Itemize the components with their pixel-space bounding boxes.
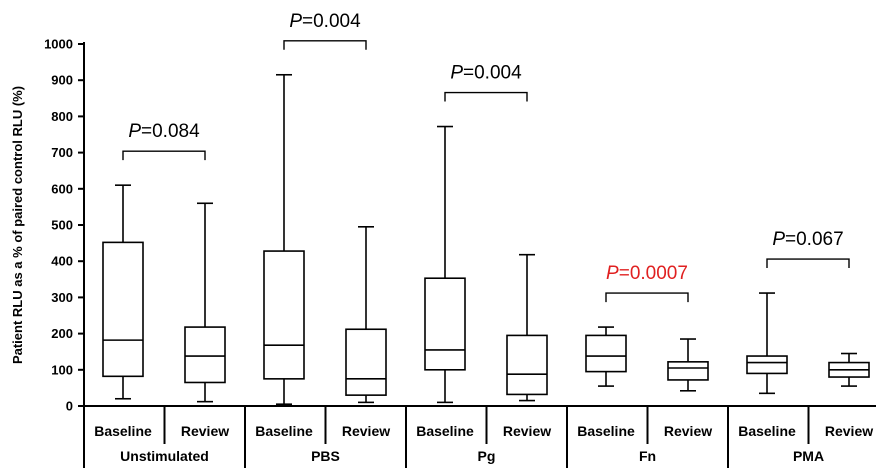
- box-iqr: [184, 326, 226, 384]
- y-tick-label: 700: [51, 145, 73, 160]
- group-label: Fn: [639, 448, 656, 464]
- box-iqr: [585, 334, 627, 373]
- box-iqr: [667, 361, 709, 381]
- box-label: Review: [825, 423, 873, 439]
- box-fn-baseline: [585, 326, 627, 387]
- box-label: Review: [503, 423, 551, 439]
- p-value-symbol: P: [128, 121, 141, 142]
- significance-bracket: [605, 292, 689, 303]
- p-value-symbol: P: [450, 63, 463, 84]
- box-iqr: [746, 355, 788, 375]
- box-iqr: [345, 328, 387, 396]
- box-fn-review: [667, 338, 709, 392]
- group-label: PBS: [311, 448, 340, 464]
- p-value-number: =0.067: [785, 229, 844, 250]
- p-value-number: =0.004: [302, 11, 361, 32]
- p-value-label: P=0.084: [128, 121, 200, 142]
- box-label: Review: [342, 423, 390, 439]
- significance-bracket: [766, 258, 850, 269]
- box-label: Baseline: [577, 423, 635, 439]
- box-pbs-review: [345, 226, 387, 404]
- p-value-number: =0.084: [141, 121, 200, 142]
- y-tick-label: 800: [51, 109, 73, 124]
- y-tick-label: 300: [51, 290, 73, 305]
- box-pbs-baseline: [263, 73, 305, 405]
- p-value-symbol: P: [289, 11, 302, 32]
- box-iqr: [424, 277, 466, 371]
- y-tick-label: 200: [51, 326, 73, 341]
- axes: 0 100 200 300 400 500 600 700 800 900 1000: [44, 37, 876, 414]
- box-unstimulated-review: [184, 202, 226, 403]
- category-labels: Baseline Review Unstimulated Baseline Review…: [83, 406, 873, 468]
- significance-bracket: [444, 91, 528, 102]
- box-label: Baseline: [94, 423, 152, 439]
- box-iqr: [263, 250, 305, 380]
- y-tick-label: 100: [51, 362, 73, 377]
- y-tick-label: 900: [51, 73, 73, 88]
- box-label: Review: [664, 423, 712, 439]
- box-pg-baseline: [424, 125, 466, 404]
- y-tick-label: 500: [51, 218, 73, 233]
- p-value-symbol: P: [772, 229, 785, 250]
- p-value-label: P=0.004: [450, 63, 522, 84]
- significance-bracket: [122, 150, 206, 161]
- p-value-number: =0.0007: [619, 263, 688, 284]
- p-value-number: =0.004: [463, 63, 522, 84]
- p-value-label: P=0.0007: [606, 263, 688, 284]
- significance-bracket: [283, 40, 367, 50]
- group-label: Unstimulated: [120, 448, 209, 464]
- p-value-label: P=0.004: [289, 11, 361, 32]
- p-value-symbol: P: [606, 263, 619, 284]
- box-unstimulated-baseline: [102, 184, 144, 400]
- box-pg-review: [506, 253, 548, 402]
- box-label: Review: [181, 423, 229, 439]
- y-tick-label: 0: [66, 399, 73, 414]
- box-label: Baseline: [738, 423, 796, 439]
- box-iqr: [102, 241, 144, 378]
- group-label: Pg: [478, 448, 496, 464]
- box-label: Baseline: [255, 423, 313, 439]
- box-pma-baseline: [746, 292, 788, 395]
- group-label: PMA: [793, 448, 824, 464]
- box-series: [102, 73, 870, 405]
- box-iqr: [506, 334, 548, 396]
- y-axis-title: Patient RLU as a % of paired control RLU…: [10, 86, 25, 364]
- box-label: Baseline: [416, 423, 474, 439]
- box-pma-review: [828, 352, 870, 387]
- y-tick-label: 600: [51, 181, 73, 196]
- p-value-label: P=0.067: [772, 229, 843, 250]
- y-tick-label: 400: [51, 254, 73, 269]
- y-tick-label: 1000: [44, 37, 73, 52]
